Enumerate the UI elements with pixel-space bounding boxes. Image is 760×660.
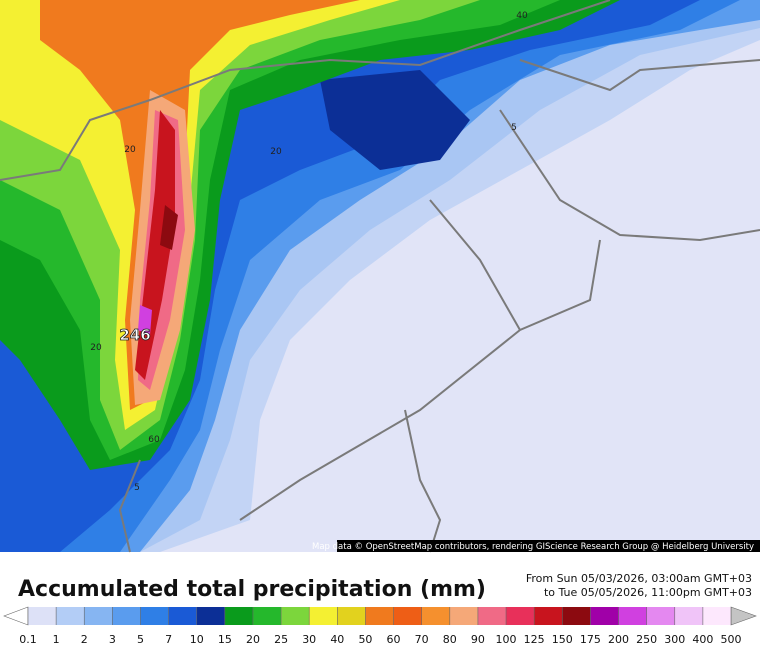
time-from: From Sun 05/03/2026, 03:00am GMT+03 [526,572,752,585]
legend-tick-label: 1 [53,633,60,646]
legend-tick-label: 60 [387,633,401,646]
legend-arrow-high [730,606,757,626]
border [239,239,601,521]
legend-cell [646,607,675,625]
borders [0,0,760,553]
attribution: Map data © OpenStreetMap contributors, r… [312,542,754,552]
legend-tick-label: 100 [496,633,517,646]
legend-tick-label: 25 [274,633,288,646]
legend-cell [562,607,591,625]
precip-area [0,0,400,430]
legend-cell [421,607,450,625]
map-area: Map data © OpenStreetMap contributors, r… [0,0,760,553]
legend-tick-label: 10 [190,633,204,646]
border [0,0,611,181]
legend-tick-label: 70 [415,633,429,646]
legend-tick-label: 5 [137,633,144,646]
legend-tick-label: 250 [636,633,657,646]
legend-tick-label: 200 [608,633,629,646]
legend-cell [84,607,113,625]
legend-tick-label: 2 [81,633,88,646]
legend-tick-label: 30 [302,633,316,646]
legend-tick-label: 125 [524,633,545,646]
legend-cell [590,607,619,625]
map-label: 20 [124,145,136,155]
legend-cell [393,607,422,625]
legend-tick-label: 150 [552,633,573,646]
legend-tick-label: 80 [443,633,457,646]
map-label: 246 [119,326,150,344]
legend-tick-label: 40 [330,633,344,646]
legend-tick-label: 175 [580,633,601,646]
precip-area [40,0,360,410]
legend-arrow-low [3,606,29,626]
map-label: 20 [270,147,282,157]
border [118,459,141,553]
legend-tick-label: 0.1 [19,633,37,646]
legend-tick-label: 50 [358,633,372,646]
map-label: 5 [134,483,140,493]
border [519,59,760,92]
legend-cell [477,607,507,625]
legend-cell [506,607,535,625]
legend-tick-label: 15 [218,633,232,646]
legend-tick-label: 90 [471,633,485,646]
legend-cell [281,607,310,625]
legend-tick-label: 20 [246,633,260,646]
map-label: 5 [511,123,517,133]
legend-cell [674,607,703,625]
legend-tick-label: 500 [721,633,742,646]
legend-tick-label: 300 [664,633,685,646]
color-legend: 0.1 1 2 3 5 7 10 15 20 25 30 40 50 60 70 80 90 100 125 150 1… [3,606,757,646]
legend-tick-label: 3 [109,633,116,646]
border [499,109,760,242]
legend-cell [224,607,253,625]
legend-cell [140,607,169,625]
legend-tick-label: 7 [165,633,172,646]
legend-cell [449,607,478,625]
map-label: 60 [148,435,160,445]
legend-cell [168,607,197,625]
legend-cell [309,607,338,625]
legend-cell [112,607,141,625]
time-to: to Tue 05/05/2026, 11:00pm GMT+03 [544,586,752,599]
legend-cell [337,607,366,625]
map-label: 40 [516,11,528,21]
legend-cell [56,607,85,625]
legend-cell [702,607,731,625]
legend-cell [28,607,57,625]
border [429,199,521,331]
precip-area [160,205,178,250]
title: Accumulated total precipitation (mm) [18,577,486,602]
map-label: 20 [90,343,102,353]
legend-cell [365,607,394,625]
legend-cell [534,607,563,625]
legend-cell [618,607,647,625]
legend-cell [196,607,225,625]
attribution-box [337,540,760,552]
precip-area [320,70,470,170]
legend-cell [252,607,282,625]
border [404,409,442,553]
legend-tick-label: 400 [692,633,713,646]
precip-area [138,305,152,335]
